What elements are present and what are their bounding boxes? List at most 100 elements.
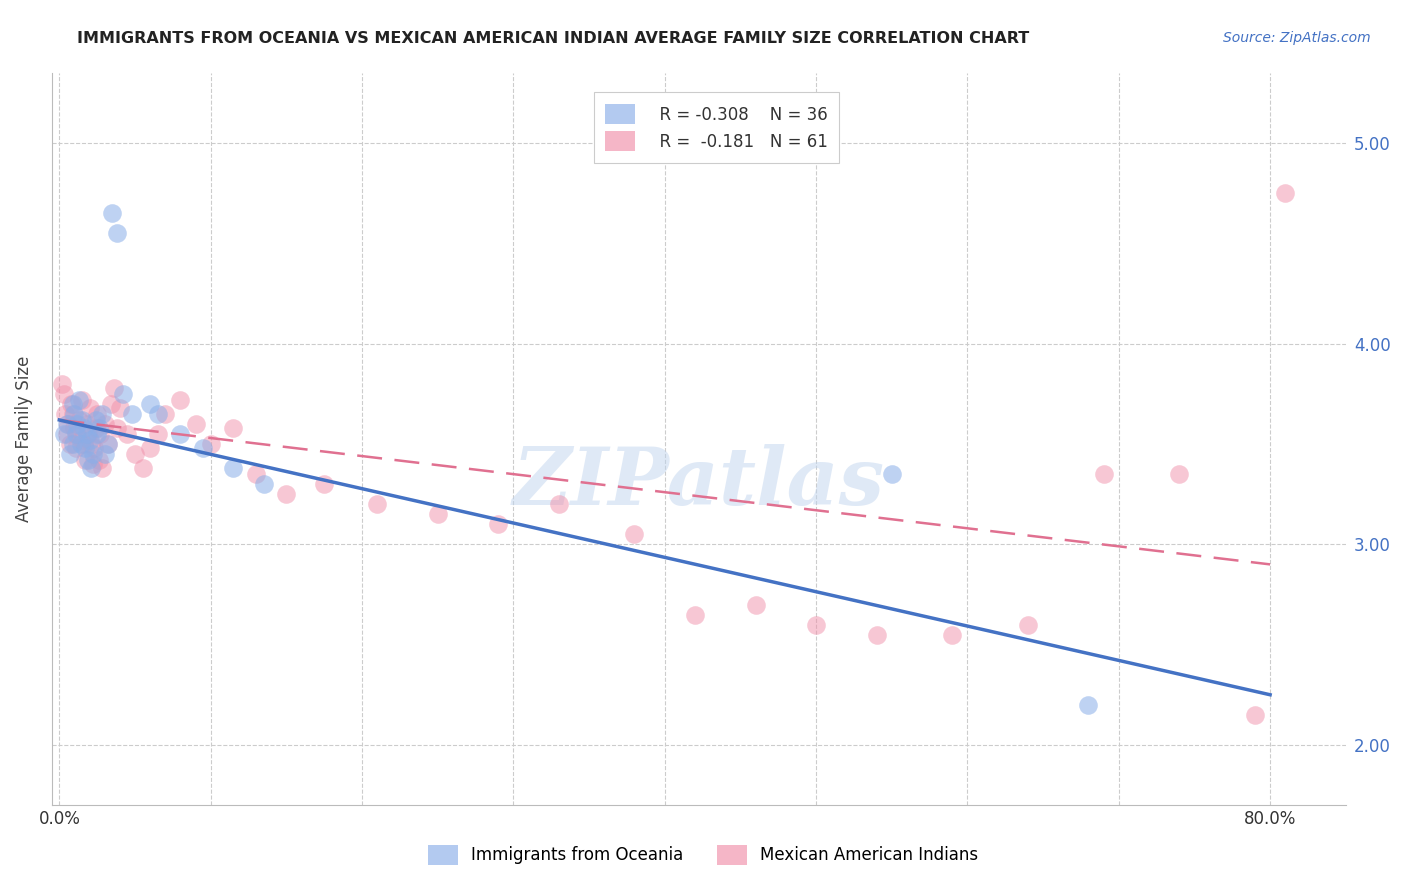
Point xyxy=(683,607,706,622)
Point xyxy=(366,497,388,511)
Point xyxy=(84,413,107,427)
Point xyxy=(97,437,120,451)
Point xyxy=(222,461,245,475)
Point xyxy=(124,447,146,461)
Point xyxy=(105,421,128,435)
Point xyxy=(146,427,169,442)
Point xyxy=(53,407,76,421)
Point xyxy=(200,437,222,451)
Point xyxy=(77,427,100,442)
Point xyxy=(59,437,82,451)
Point xyxy=(69,437,91,451)
Point xyxy=(67,413,90,427)
Point xyxy=(87,421,110,435)
Point xyxy=(155,407,177,421)
Point xyxy=(865,627,887,641)
Point xyxy=(117,427,139,442)
Point xyxy=(76,427,98,442)
Point xyxy=(79,433,101,447)
Point xyxy=(51,376,73,391)
Point xyxy=(169,392,191,407)
Point xyxy=(804,617,827,632)
Point xyxy=(139,441,162,455)
Point xyxy=(86,427,108,442)
Point xyxy=(1077,698,1099,712)
Point xyxy=(63,421,86,435)
Text: Source: ZipAtlas.com: Source: ZipAtlas.com xyxy=(1223,31,1371,45)
Point xyxy=(1017,617,1039,632)
Point xyxy=(62,397,84,411)
Point xyxy=(744,598,766,612)
Point xyxy=(73,441,96,455)
Point xyxy=(56,417,79,431)
Point xyxy=(62,407,84,421)
Point xyxy=(60,397,83,411)
Point xyxy=(66,427,89,442)
Point xyxy=(93,417,115,431)
Point xyxy=(1274,186,1296,201)
Point xyxy=(63,407,86,421)
Point xyxy=(77,453,100,467)
Point xyxy=(80,437,103,451)
Point xyxy=(87,453,110,467)
Point xyxy=(84,421,107,435)
Point xyxy=(73,453,96,467)
Point xyxy=(62,437,84,451)
Point xyxy=(59,447,82,461)
Point xyxy=(100,397,122,411)
Point xyxy=(79,401,101,415)
Point xyxy=(623,527,645,541)
Point xyxy=(66,417,89,431)
Point xyxy=(83,441,105,455)
Point xyxy=(52,387,75,401)
Point xyxy=(101,206,124,220)
Point xyxy=(1244,707,1267,722)
Point xyxy=(86,407,108,421)
Point xyxy=(103,381,125,395)
Point xyxy=(58,417,80,431)
Point xyxy=(70,392,93,407)
Point xyxy=(69,433,91,447)
Point xyxy=(76,417,98,431)
Point xyxy=(169,427,191,442)
Point xyxy=(146,407,169,421)
Point xyxy=(245,467,267,482)
Point xyxy=(426,508,449,522)
Legend:   R = -0.308    N = 36,   R =  -0.181   N = 61: R = -0.308 N = 36, R = -0.181 N = 61 xyxy=(593,92,839,163)
Point xyxy=(121,407,143,421)
Point xyxy=(89,427,111,442)
Point xyxy=(253,477,276,491)
Point xyxy=(222,421,245,435)
Point xyxy=(105,227,128,241)
Point xyxy=(90,407,112,421)
Point xyxy=(184,417,207,431)
Point xyxy=(82,457,104,471)
Point xyxy=(880,467,903,482)
Point xyxy=(82,447,104,461)
Point xyxy=(276,487,298,501)
Point xyxy=(1168,467,1191,482)
Point xyxy=(52,427,75,442)
Point xyxy=(131,461,153,475)
Point xyxy=(56,427,79,442)
Point xyxy=(93,447,115,461)
Point xyxy=(80,461,103,475)
Text: IMMIGRANTS FROM OCEANIA VS MEXICAN AMERICAN INDIAN AVERAGE FAMILY SIZE CORRELATI: IMMIGRANTS FROM OCEANIA VS MEXICAN AMERI… xyxy=(77,31,1029,46)
Point xyxy=(90,461,112,475)
Point xyxy=(97,437,120,451)
Point xyxy=(72,437,94,451)
Point xyxy=(70,413,93,427)
Point xyxy=(941,627,963,641)
Point xyxy=(108,401,131,415)
Point xyxy=(111,387,134,401)
Text: ZIPatlas: ZIPatlas xyxy=(513,444,884,522)
Point xyxy=(547,497,569,511)
Point xyxy=(72,421,94,435)
Point xyxy=(139,397,162,411)
Point xyxy=(65,441,87,455)
Point xyxy=(65,427,87,442)
Point xyxy=(486,517,509,532)
Point xyxy=(191,441,214,455)
Point xyxy=(67,392,90,407)
Legend: Immigrants from Oceania, Mexican American Indians: Immigrants from Oceania, Mexican America… xyxy=(416,833,990,877)
